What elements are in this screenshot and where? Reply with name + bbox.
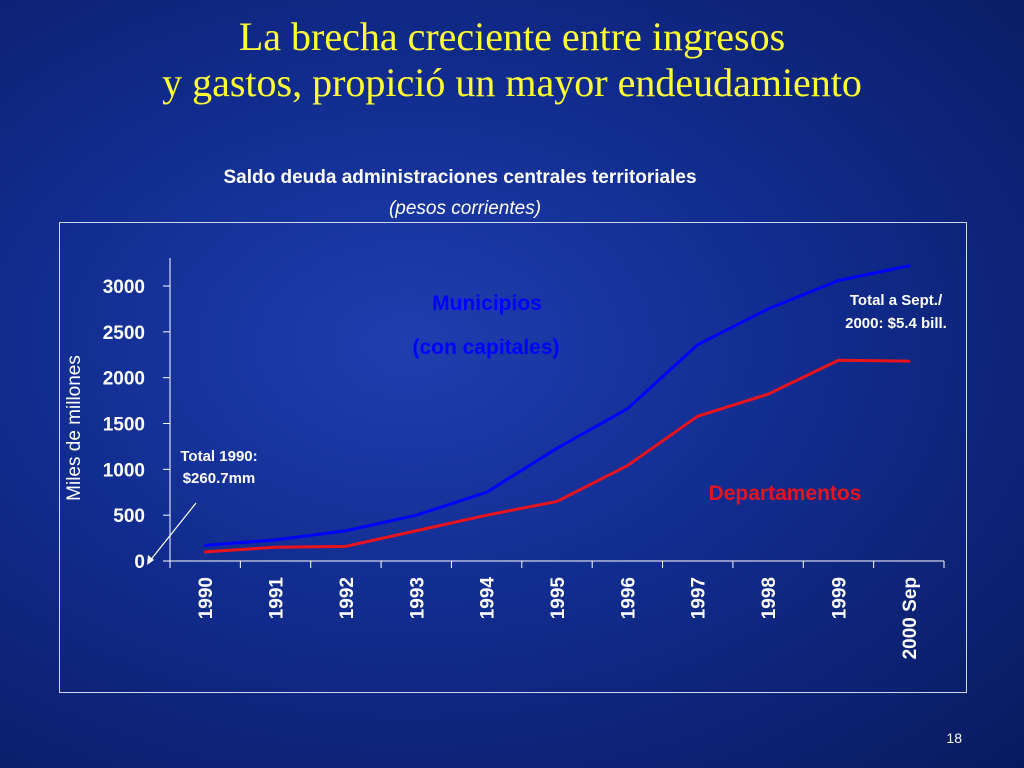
y-tick-label: 500 — [113, 506, 145, 527]
total-1990-line-2: $260.7mm — [183, 470, 256, 487]
x-tick-label: 1994 — [478, 577, 499, 620]
y-axis-label: Miles de millones — [64, 355, 85, 501]
x-tick-label: 2000 Sep — [900, 577, 921, 659]
total-1990-line-1: Total 1990: — [180, 448, 257, 465]
y-tick-label: 3000 — [103, 277, 145, 298]
x-tick-label: 1995 — [548, 577, 569, 620]
x-tick-label: 1996 — [618, 577, 639, 619]
x-tick-label: 1993 — [407, 577, 428, 619]
chart-frame — [59, 222, 967, 693]
x-tick-label: 1992 — [337, 577, 358, 619]
y-tick-label: 2500 — [103, 323, 145, 344]
x-tick-label: 1997 — [689, 577, 710, 619]
slide-title: La brecha creciente entre ingresos y gas… — [0, 14, 1024, 106]
total-1990-arrow-head — [147, 555, 154, 565]
y-tick-label: 1500 — [103, 415, 145, 436]
chart-series — [203, 264, 911, 554]
slide-title-line-1: La brecha creciente entre ingresos — [238, 14, 786, 59]
y-tick-label: 2000 — [103, 369, 145, 390]
chart-title: Saldo deuda administraciones centrales t… — [223, 167, 697, 188]
departamentos-label: Departamentos — [709, 482, 862, 505]
chart-subtitle: (pesos corrientes) — [388, 198, 542, 219]
total-2000-line-1: Total a Sept./ — [850, 292, 943, 309]
total-2000-line-2: 2000: $5.4 bill. — [845, 315, 947, 332]
x-tick-label: 1990 — [196, 577, 217, 619]
y-tick-label: 0 — [134, 552, 145, 573]
municipios-series-line — [203, 264, 911, 547]
municipios-label-line-2: (con capitales) — [412, 336, 559, 359]
departamentos-series-line — [203, 358, 911, 554]
x-tick-label: 1999 — [829, 577, 850, 619]
y-tick-label: 1000 — [103, 460, 145, 481]
municipios-label-line-1: Municipios — [432, 292, 542, 315]
chart-annotations: Miles de millones Municipios (con capita… — [64, 292, 947, 565]
x-tick-label: 1998 — [759, 577, 780, 619]
chart-axes: 0 500 1000 1500 2000 2500 3000 1990 1991 1992 1993… — [103, 258, 945, 659]
total-1990-arrow-line — [148, 502, 197, 563]
slide-title-line-2: y gastos, propició un mayor endeudamient… — [162, 60, 862, 105]
x-tick-label: 1991 — [267, 577, 288, 620]
page-number: 18 — [946, 730, 962, 746]
